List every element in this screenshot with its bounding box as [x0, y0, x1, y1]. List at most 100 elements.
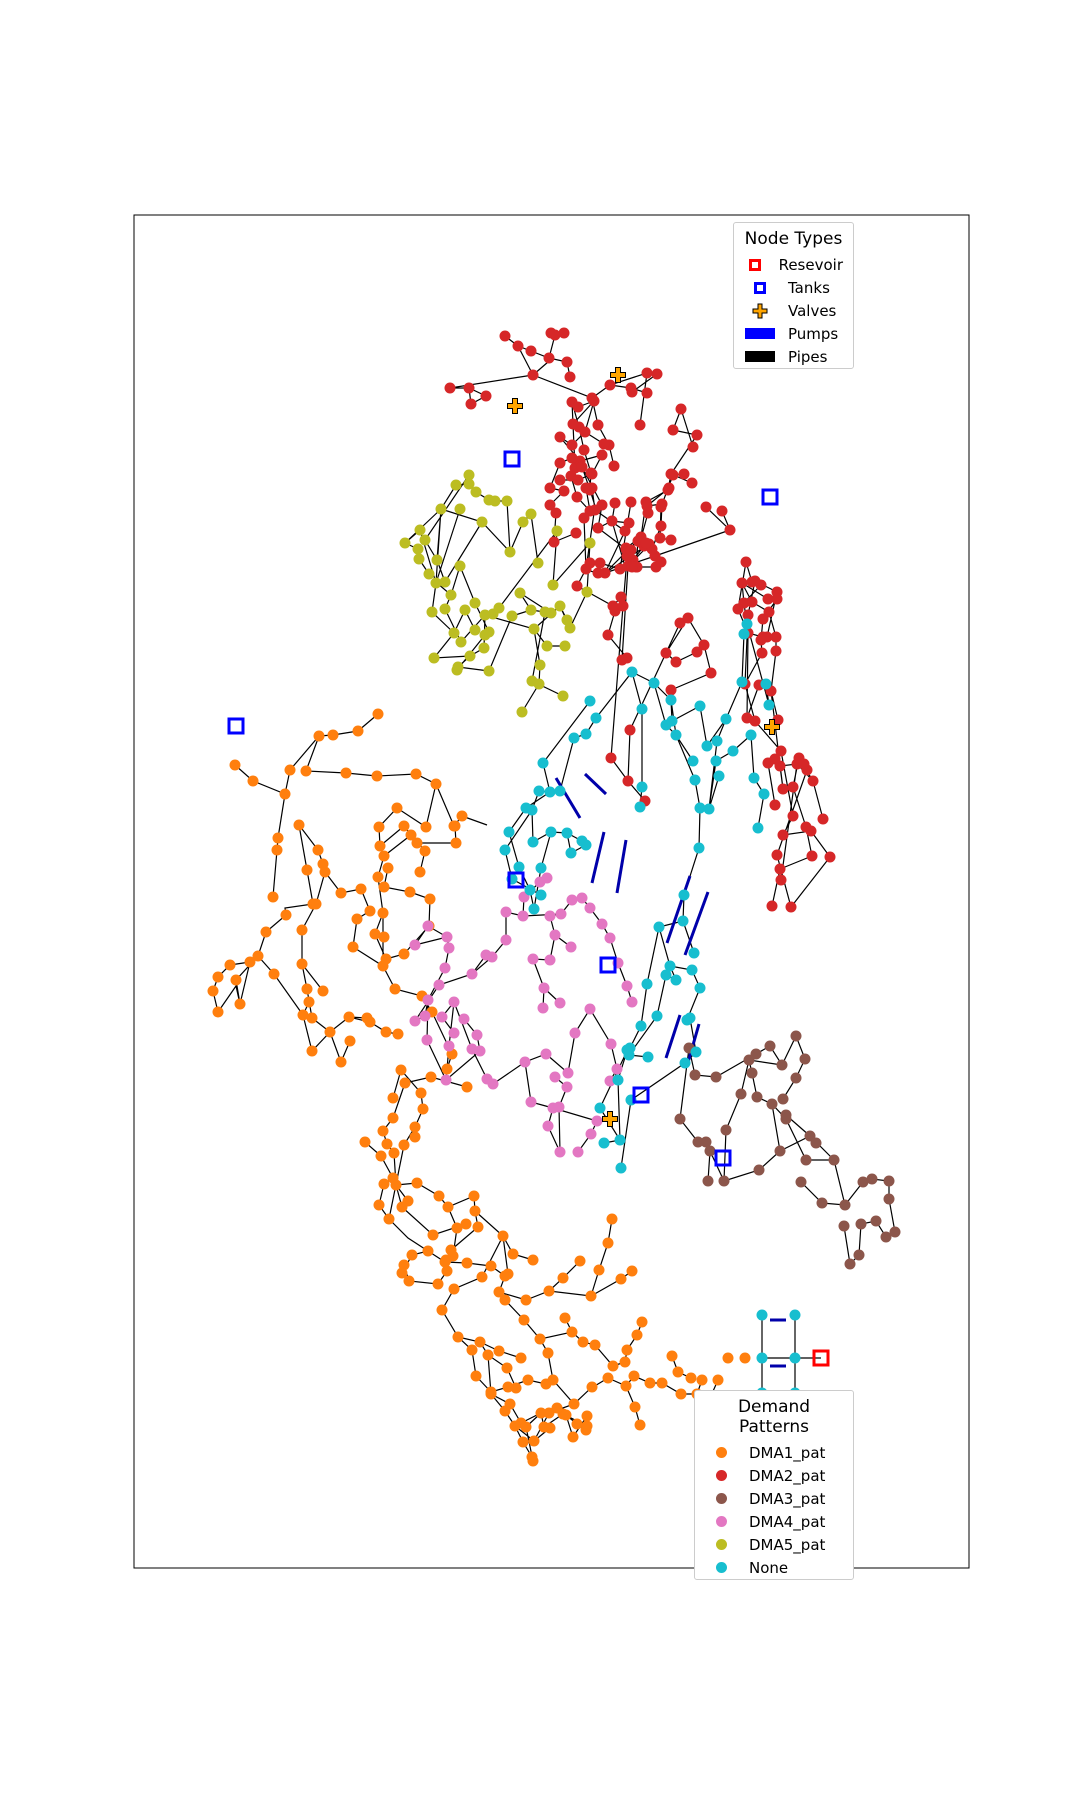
none-node — [694, 700, 706, 712]
dma1-node — [472, 1221, 484, 1233]
dma1-node — [419, 845, 431, 857]
dma1-node — [430, 778, 442, 790]
dma4-node — [441, 931, 453, 943]
dma1-node — [380, 1026, 392, 1038]
dma2-node — [550, 507, 562, 519]
none-node — [561, 827, 573, 839]
dma1-node — [520, 1421, 532, 1433]
dma1-node — [499, 1294, 511, 1306]
dma2-node — [572, 401, 584, 413]
dma1-node — [382, 862, 394, 874]
dma2-node — [554, 431, 566, 443]
dma3-node — [746, 1067, 758, 1079]
dma4-node — [458, 1013, 470, 1025]
dma1-node — [696, 1374, 708, 1386]
none-node — [760, 678, 772, 690]
dma1-node — [433, 1190, 445, 1202]
dma1-node — [526, 1451, 538, 1463]
dma2-node — [544, 499, 556, 511]
dma1-node — [485, 1260, 497, 1272]
dma5-node — [541, 640, 553, 652]
dma3-node — [674, 1113, 686, 1125]
dma2-node — [594, 557, 606, 569]
none-node — [513, 861, 525, 873]
dma1-node — [391, 802, 403, 814]
dma2-node — [686, 477, 698, 489]
dma1-node — [566, 1326, 578, 1338]
dma5-node — [431, 554, 443, 566]
dma4-node — [439, 962, 451, 974]
dma1-node — [347, 941, 359, 953]
dma2-node — [586, 468, 598, 480]
dma1-node — [585, 1290, 597, 1302]
dma1-node — [398, 820, 410, 832]
dma2-node — [606, 515, 618, 527]
dma4-node — [409, 1015, 421, 1027]
dma1-node — [607, 1360, 619, 1372]
dma4-node — [537, 1002, 549, 1014]
legend-label-dma5: DMA5_pat — [749, 1535, 826, 1554]
none-node — [528, 903, 540, 915]
dma1-node — [405, 829, 417, 841]
none-node — [756, 1309, 768, 1321]
dma1-node — [212, 971, 224, 983]
dma1-node — [586, 1381, 598, 1393]
none-node — [736, 676, 748, 688]
dma1-node — [534, 1333, 546, 1345]
dma1-node — [301, 864, 313, 876]
none-node — [745, 729, 757, 741]
none-node — [565, 847, 577, 859]
dma1-node — [644, 1377, 656, 1389]
dma1-node — [296, 924, 308, 936]
dma2-node — [670, 656, 682, 668]
dma5-node — [483, 494, 495, 506]
dma1-node — [568, 1398, 580, 1410]
dma3-node — [692, 1136, 704, 1148]
dma4-node — [480, 949, 492, 961]
dma5-node — [514, 587, 526, 599]
tank-node — [632, 1086, 650, 1104]
dma1-node — [581, 1410, 593, 1422]
dma1-node — [468, 1190, 480, 1202]
dma1-node — [369, 928, 381, 940]
dma1-node — [312, 844, 324, 856]
dma2-node — [755, 634, 767, 646]
dma4-node — [562, 1067, 574, 1079]
dma4-node — [566, 894, 578, 906]
dma1-node — [300, 765, 312, 777]
legend-row-none: None — [695, 1556, 853, 1579]
dma1-node — [602, 1237, 614, 1249]
dma3-node — [800, 1154, 812, 1166]
dma1-node — [712, 1374, 724, 1386]
dma3-node — [702, 1175, 714, 1187]
dma2-node — [716, 505, 728, 517]
dma1-node — [656, 1377, 668, 1389]
dma2-node — [675, 403, 687, 415]
dma4-node — [525, 1096, 537, 1108]
none-node — [641, 978, 653, 990]
dma4-node — [422, 994, 434, 1006]
dma1-node — [404, 886, 416, 898]
dma4-node — [576, 892, 588, 904]
valve-node — [610, 367, 626, 383]
dma1-node — [364, 905, 376, 917]
none-node — [535, 862, 547, 874]
dma2-node — [622, 775, 634, 787]
none-node — [758, 788, 770, 800]
dma2-node — [578, 444, 590, 456]
dma2-node — [641, 500, 653, 512]
dma5-node — [463, 478, 475, 490]
dma1-node — [461, 1081, 473, 1093]
dma2-node — [736, 577, 748, 589]
dma4-node — [466, 968, 478, 980]
none-node — [615, 1162, 627, 1174]
dma3-node — [839, 1199, 851, 1211]
dma2-node — [463, 382, 475, 394]
dma5-node — [451, 664, 463, 676]
dma1-node — [301, 983, 313, 995]
dma1-node — [306, 1012, 318, 1024]
dma2-node — [655, 556, 667, 568]
dma4-node — [448, 1027, 460, 1039]
dma1-node — [535, 1407, 547, 1419]
dma2-node — [444, 382, 456, 394]
